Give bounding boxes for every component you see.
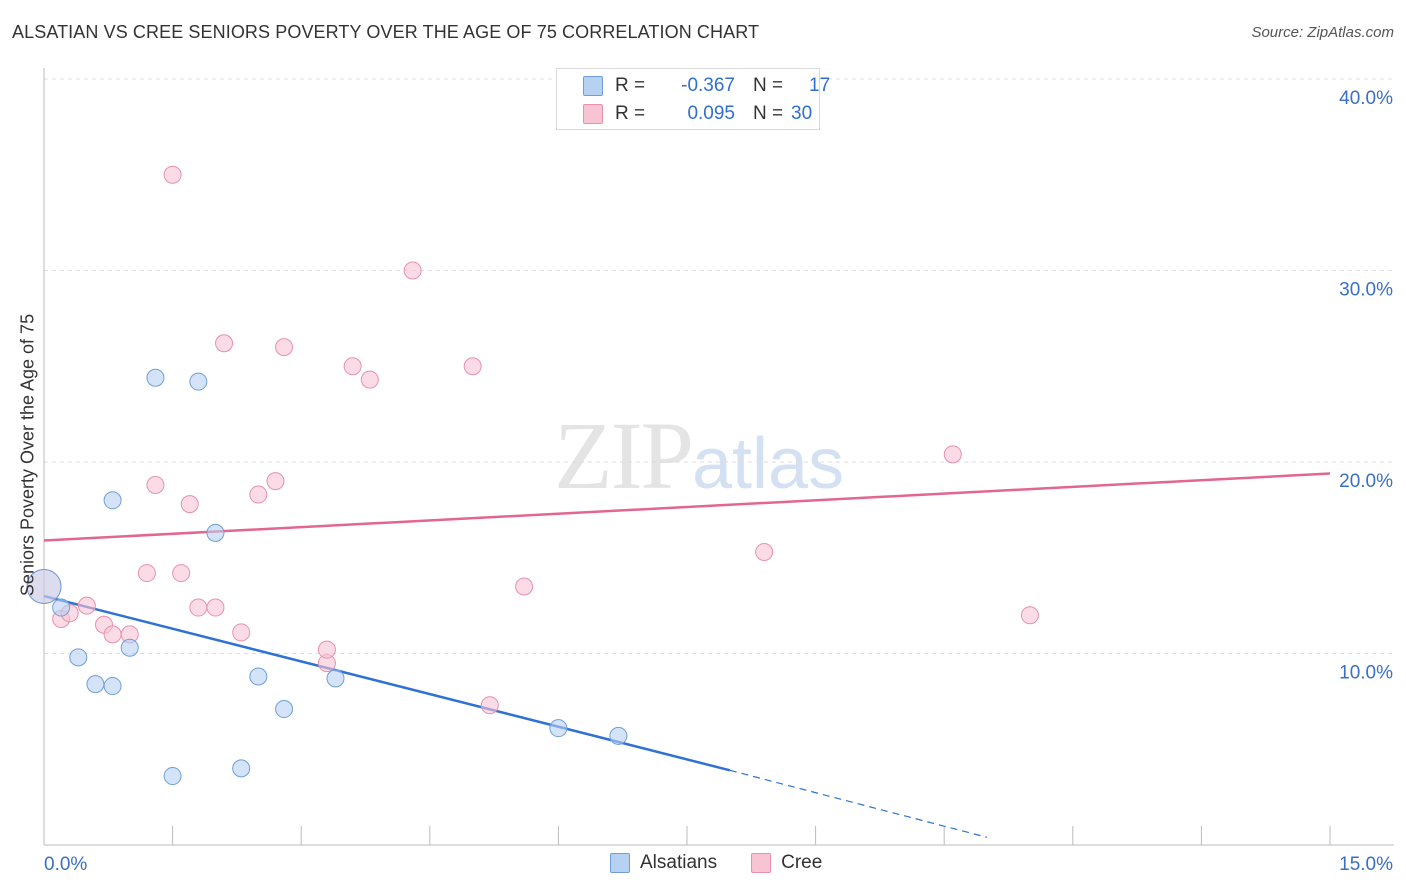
alsatians-point [206,523,225,542]
watermark: ZIPatlas [554,400,844,511]
cree-swatch [583,104,603,124]
stats-legend: R = -0.367 N = 17 R = 0.095 N = 30 [556,68,830,130]
alsatians-point [69,648,88,667]
cree-point [146,475,165,494]
cree-trend-line [43,472,1331,542]
cree-n-label: N = [753,103,784,124]
cree-point [480,696,499,715]
cree-point [77,596,96,615]
cree-point [275,338,294,357]
cree-r-value: 0.095 [687,103,735,124]
cree-legend-label: Cree [781,852,823,873]
tick-labels: 10.0% 20.0% 30.0% 40.0% 0.0% 15.0% [44,88,1393,875]
cree-point [172,564,191,583]
cree-point [206,598,225,617]
series-legend: Alsatians Cree [610,852,856,874]
cree-point [180,495,199,514]
alsatians-r-label: R = [615,75,646,96]
alsatians-point [163,767,182,786]
alsatians-point [103,677,122,696]
y-tick-label: 20.0% [1339,471,1393,492]
cree-point [163,165,182,184]
x-tick-label: 0.0% [44,854,87,875]
x-tick-label: 15.0% [1339,854,1393,875]
cree-point [403,261,422,280]
cree-point [232,623,251,642]
alsatians-legend-label: Alsatians [640,852,718,873]
y-tick-label: 10.0% [1339,663,1393,684]
alsatians-n-value: 17 [809,75,831,96]
alsatians-swatch [583,76,603,96]
alsatians-point [232,759,251,778]
alsatians-point [103,491,122,510]
cree-point [317,640,336,659]
alsatians-point [275,700,294,719]
legend-row-alsatians: R = -0.367 N = 17 [557,72,830,100]
axes [43,68,1394,846]
cree-point [266,472,285,491]
data-points [26,165,1039,786]
chart-title: ALSATIAN VS CREE SENIORS POVERTY OVER TH… [12,22,760,42]
cree-n-value: 30 [791,103,813,124]
cree-point [515,577,534,596]
legend-row-cree: R = 0.095 N = 30 [557,100,812,128]
alsatians-point [86,675,105,694]
cree-point [943,445,962,464]
source-label: Source: ZipAtlas.com [1251,24,1394,41]
cree-point [103,625,122,644]
alsatians-legend-swatch [610,853,630,873]
cree-point [755,543,774,562]
alsatians-point [249,667,268,686]
cree-point [360,370,379,389]
legend-item-cree: Cree [751,852,822,874]
watermark-zip: ZIP [554,402,694,509]
alsatians-point [609,726,628,745]
cree-point [463,357,482,376]
alsatians-trend-line [43,594,731,772]
alsatians-trend-extension [729,769,988,838]
alsatians-point [146,368,165,387]
alsatians-point [26,568,62,604]
gridlines [44,78,1394,654]
y-tick-label: 40.0% [1339,88,1393,109]
cree-point [215,334,234,353]
y-tick-label: 30.0% [1339,280,1393,301]
alsatians-point [189,372,208,391]
alsatians-r-value: -0.367 [681,75,735,96]
y-axis-label: Seniors Poverty Over the Age of 75 [17,313,38,597]
alsatians-point [549,719,568,738]
trend-lines [43,472,1331,838]
cree-point [343,357,362,376]
legend-item-alsatians: Alsatians [610,852,717,874]
alsatians-point [326,669,345,688]
alsatians-point [120,638,139,657]
alsatians-point [52,598,71,617]
cree-legend-swatch [751,853,772,873]
cree-point [189,598,208,617]
cree-point [249,485,268,504]
alsatians-n-label: N = [753,75,784,96]
cree-point [137,564,156,583]
watermark-atlas: atlas [692,424,845,504]
cree-r-label: R = [615,103,646,124]
cree-point [1020,606,1039,625]
